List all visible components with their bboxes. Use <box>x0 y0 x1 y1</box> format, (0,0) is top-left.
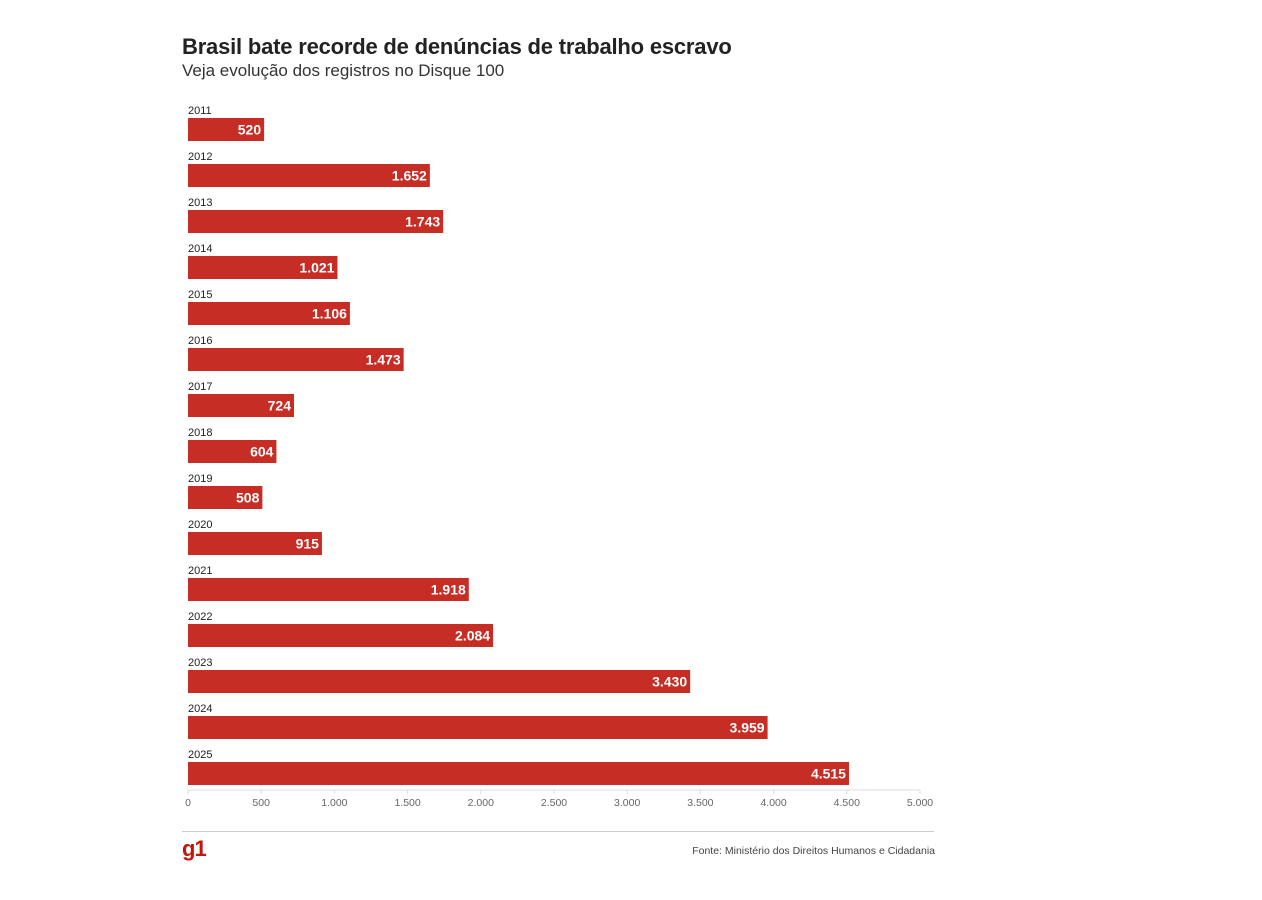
bar <box>188 348 404 371</box>
x-tick-label: 5.000 <box>907 797 933 809</box>
bar <box>188 670 691 693</box>
source-note: Fonte: Ministério dos Direitos Humanos e… <box>692 845 935 857</box>
value-label: 604 <box>250 444 274 460</box>
bar <box>188 302 350 325</box>
bar <box>188 624 494 647</box>
value-label: 1.652 <box>392 168 427 184</box>
x-tick-label: 2.500 <box>541 797 567 809</box>
x-tick-label: 2.000 <box>468 797 494 809</box>
value-label: 724 <box>268 398 292 414</box>
value-label: 1.918 <box>431 582 466 598</box>
value-label: 3.430 <box>652 674 687 690</box>
value-label: 1.106 <box>312 306 347 322</box>
category-label: 2019 <box>188 473 212 485</box>
bar <box>188 164 430 187</box>
value-label: 508 <box>236 490 260 506</box>
value-label: 520 <box>238 122 262 138</box>
chart-title: Brasil bate recorde de denúncias de trab… <box>182 34 732 59</box>
category-label: 2024 <box>188 703 212 715</box>
bar <box>188 762 849 785</box>
category-label: 2017 <box>188 381 212 393</box>
category-label: 2016 <box>188 335 212 347</box>
value-label: 1.473 <box>366 352 401 368</box>
bar <box>188 118 265 141</box>
category-label: 2018 <box>188 427 212 439</box>
value-label: 3.959 <box>730 720 765 736</box>
value-label: 1.743 <box>405 214 440 230</box>
x-tick-label: 4.000 <box>760 797 786 809</box>
bar <box>188 394 294 417</box>
x-tick-label: 1.000 <box>321 797 347 809</box>
chart-subtitle: Veja evolução dos registros no Disque 10… <box>182 61 505 80</box>
category-label: 2021 <box>188 565 212 577</box>
x-tick-label: 3.000 <box>614 797 640 809</box>
value-label: 915 <box>296 536 320 552</box>
footer-divider <box>182 831 934 832</box>
category-label: 2020 <box>188 519 212 531</box>
value-label: 4.515 <box>811 766 846 782</box>
category-label: 2023 <box>188 657 212 669</box>
bar-chart: 2011 520 2012 1.652 2013 1.743 2014 1.021 2015 1.… <box>185 105 933 809</box>
x-tick-label: 3.500 <box>687 797 713 809</box>
value-label: 2.084 <box>455 628 490 644</box>
bar <box>188 486 263 509</box>
category-label: 2022 <box>188 611 212 623</box>
category-label: 2015 <box>188 289 212 301</box>
g1-logo: g1 <box>182 836 207 861</box>
x-tick-label: 0 <box>185 797 191 809</box>
bar <box>188 578 469 601</box>
bar <box>188 210 444 233</box>
value-label: 1.021 <box>299 260 334 276</box>
category-label: 2011 <box>188 105 212 117</box>
bar <box>188 256 338 279</box>
bar <box>188 532 322 555</box>
x-tick-label: 1.500 <box>394 797 420 809</box>
category-label: 2012 <box>188 151 212 163</box>
category-label: 2013 <box>188 197 212 209</box>
x-tick-label: 4.500 <box>834 797 860 809</box>
x-tick-label: 500 <box>252 797 270 809</box>
category-label: 2025 <box>188 749 212 761</box>
bar <box>188 440 277 463</box>
category-label: 2014 <box>188 243 212 255</box>
bar <box>188 716 768 739</box>
